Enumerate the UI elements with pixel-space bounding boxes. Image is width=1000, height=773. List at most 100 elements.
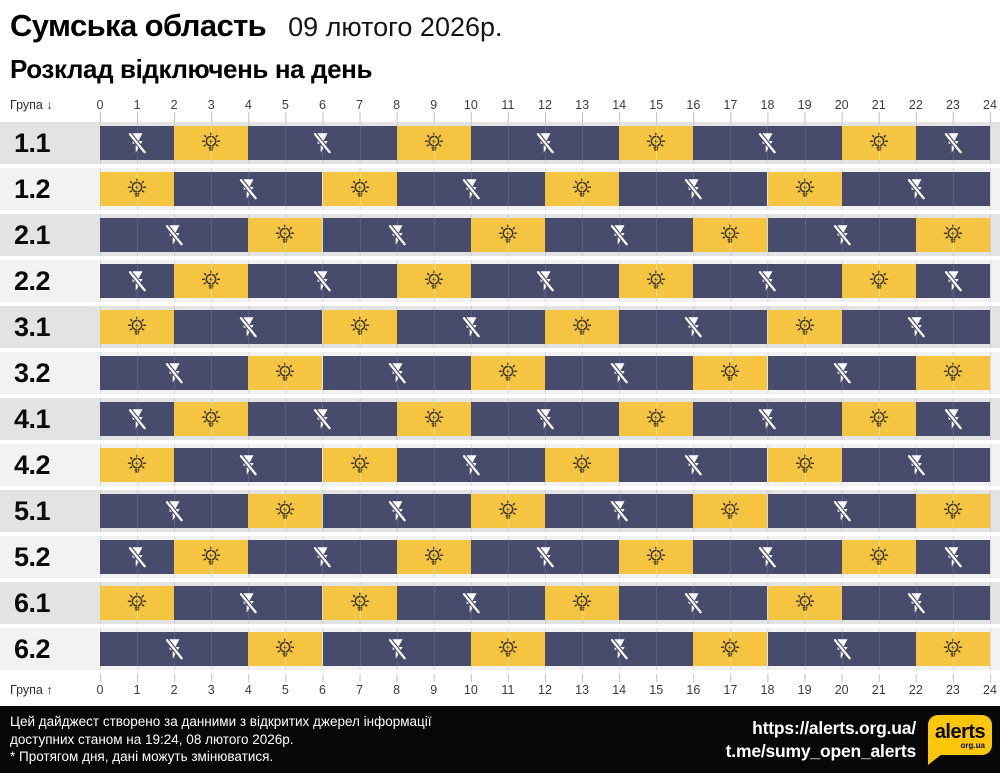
schedule-segment-on: [767, 172, 842, 206]
hour-seam: [878, 356, 880, 390]
hour-tick-label: 14: [612, 98, 627, 112]
power-off-icon: [607, 499, 631, 523]
hour-seam: [582, 586, 584, 620]
schedule-segment-off: [545, 632, 694, 666]
telegram-link[interactable]: t.me/sumy_open_alerts: [725, 740, 917, 761]
schedule-segment-on: [619, 402, 694, 436]
schedule-segment-off: [100, 264, 175, 298]
hour-seam: [878, 540, 880, 574]
hour-seam: [211, 586, 213, 620]
hour-seam: [433, 494, 435, 528]
group-axis-label-top: Група ↓: [10, 98, 53, 112]
power-off-icon: [607, 637, 631, 661]
hour-seam: [137, 540, 139, 574]
hour-seam: [915, 586, 917, 620]
schedule-segment-on: [841, 402, 916, 436]
hour-seam: [174, 494, 176, 528]
group-label: 6.2: [14, 634, 51, 664]
hour-seam: [952, 540, 954, 574]
hour-seam: [656, 126, 658, 160]
power-on-icon: [199, 407, 223, 431]
hour-seam: [433, 632, 435, 666]
page-title: Сумська область: [10, 8, 267, 43]
schedule-segment-off: [619, 172, 768, 206]
hour-seam: [507, 126, 509, 160]
power-off-icon: [236, 591, 260, 615]
power-on-icon: [422, 545, 446, 569]
power-off-icon: [236, 315, 260, 339]
hour-seam: [507, 494, 509, 528]
schedule-segment-off: [100, 356, 249, 390]
hour-seam: [359, 586, 361, 620]
hour-seam: [322, 540, 324, 574]
hour-seam: [322, 126, 324, 160]
hour-seam: [359, 218, 361, 252]
hour-seam: [619, 632, 621, 666]
hour-seam: [730, 494, 732, 528]
hour-seam: [137, 448, 139, 482]
hour-seam: [952, 632, 954, 666]
schedule-segment-on: [545, 586, 620, 620]
schedule-segment-off: [248, 126, 397, 160]
group-label: 5.2: [14, 542, 51, 572]
hour-tick-label: 8: [393, 98, 401, 112]
hour-seam: [878, 632, 880, 666]
schedule-segment-on: [470, 494, 545, 528]
hour-seam: [656, 448, 658, 482]
hour-seam: [285, 448, 287, 482]
hour-seam: [248, 172, 250, 206]
schedule-strip: [100, 218, 990, 252]
power-on-icon: [348, 177, 372, 201]
hour-seam: [544, 540, 546, 574]
schedule-segment-on: [174, 264, 249, 298]
hour-seam: [507, 310, 509, 344]
hour-seam: [507, 540, 509, 574]
hour-tick-label: 21: [871, 98, 886, 112]
hour-seam: [656, 540, 658, 574]
power-off-icon: [125, 131, 149, 155]
hour-seam: [693, 172, 695, 206]
schedule-segment-off: [767, 632, 916, 666]
power-on-icon: [199, 131, 223, 155]
hour-tick-label: 7: [356, 683, 364, 697]
hour-seam: [656, 586, 658, 620]
hour-seam: [952, 264, 954, 298]
schedule-segment-on: [545, 448, 620, 482]
hour-seam: [619, 494, 621, 528]
alerts-logo: alerts org.ua: [928, 713, 992, 767]
schedule-segment-off: [248, 540, 397, 574]
schedule-segment-off: [767, 356, 916, 390]
power-on-icon: [496, 223, 520, 247]
power-off-icon: [755, 269, 779, 293]
hour-seam: [841, 356, 843, 390]
schedule-segment-on: [100, 586, 175, 620]
power-off-icon: [310, 269, 334, 293]
schedule-segment-off: [100, 126, 175, 160]
power-on-icon: [570, 453, 594, 477]
hour-tick-label: 1: [133, 683, 141, 697]
power-off-icon: [385, 223, 409, 247]
schedule-strip: [100, 402, 990, 436]
hour-seam: [359, 402, 361, 436]
power-off-icon: [755, 131, 779, 155]
hour-seam: [767, 540, 769, 574]
hour-seam: [322, 264, 324, 298]
power-on-icon: [348, 315, 372, 339]
schedule-segment-off: [322, 494, 471, 528]
website-link[interactable]: https://alerts.org.ua/: [752, 718, 916, 739]
hour-tick-label: 20: [834, 683, 849, 697]
hour-seam: [878, 402, 880, 436]
hour-tick-label: 18: [760, 98, 775, 112]
power-on-icon: [273, 637, 297, 661]
schedule-row: 5.2: [0, 536, 1000, 582]
hour-tick-label: 16: [686, 98, 701, 112]
hour-seam: [359, 540, 361, 574]
schedule-row: 6.2: [0, 628, 1000, 674]
group-label: 3.2: [14, 358, 51, 388]
group-label: 1.2: [14, 174, 51, 204]
power-on-icon: [941, 361, 965, 385]
schedule-segment-off: [174, 172, 323, 206]
hour-seam: [878, 586, 880, 620]
hour-seam: [878, 172, 880, 206]
schedule-segment-on: [322, 448, 397, 482]
